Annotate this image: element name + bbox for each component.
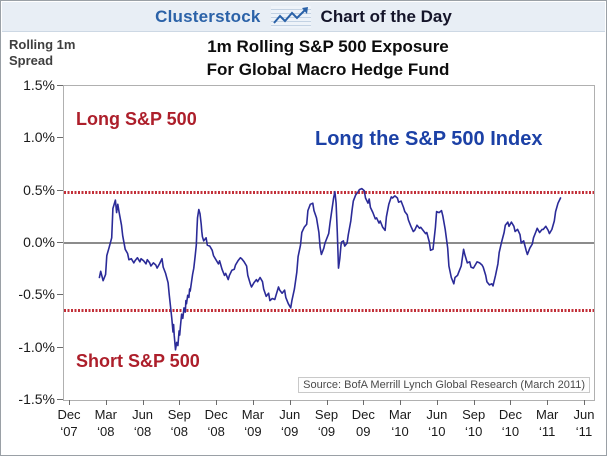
- y-axis-unit-label: Rolling 1m Spread: [9, 37, 75, 69]
- y-tick-mark: [57, 137, 63, 139]
- x-tick-mark: [510, 400, 512, 405]
- x-tick-label: Dec ‘10: [498, 407, 522, 439]
- x-tick-mark: [142, 400, 144, 405]
- x-tick-mark: [216, 400, 218, 405]
- x-tick-label: Sep ‘08: [167, 407, 191, 439]
- strategy-annotation: Long the S&P 500 Index: [315, 128, 543, 150]
- x-tick-mark: [473, 400, 475, 405]
- x-tick-mark: [105, 400, 107, 405]
- y-tick-mark: [57, 189, 63, 191]
- x-tick-label: Mar ‘11: [536, 407, 559, 439]
- x-tick-label: Dec ‘08: [204, 407, 228, 439]
- y-tick-mark: [57, 294, 63, 296]
- header-title: Chart of the Day: [320, 6, 452, 26]
- lower-dotted-reference-line: [64, 308, 594, 312]
- x-tick-label: Mar ‘10: [388, 407, 412, 439]
- long-zone-annotation: Long S&P 500: [76, 109, 197, 129]
- zero-axis-line: [64, 242, 594, 244]
- y-tick-label: -1.0%: [18, 338, 55, 355]
- x-tick-label: Dec ‘07: [57, 407, 81, 439]
- y-tick-mark: [57, 399, 63, 400]
- x-tick-mark: [436, 400, 438, 405]
- x-tick-mark: [289, 400, 291, 405]
- x-tick-label: Mar ‘08: [94, 407, 117, 439]
- x-tick-label: Jun ‘08: [132, 407, 154, 439]
- spread-series-plot: [98, 187, 562, 351]
- y-axis-unit-line2: Spread: [9, 53, 54, 68]
- clusterstock-brand: Clusterstock: [155, 6, 261, 26]
- x-tick-mark: [400, 400, 402, 405]
- y-tick-label: 0.0%: [23, 234, 55, 250]
- plot-area: [63, 85, 595, 401]
- y-tick-mark: [57, 346, 63, 348]
- y-tick-label: 1.5%: [23, 76, 55, 93]
- y-tick-label: -1.5%: [18, 391, 55, 407]
- x-tick-mark: [179, 400, 181, 405]
- x-tick-label: Sep ‘09: [314, 407, 339, 439]
- x-tick-label: Dec 09: [351, 407, 375, 439]
- x-tick-mark: [584, 400, 585, 405]
- header-bar: Clusterstock Chart of the Day: [2, 2, 605, 32]
- chart-title: 1m Rolling S&P 500 Exposure For Global M…: [63, 35, 593, 81]
- x-tick-label: Sep ‘10: [462, 407, 486, 439]
- x-tick-label: Mar ‘09: [241, 407, 265, 439]
- x-tick-mark: [69, 400, 70, 405]
- x-tick-mark: [252, 400, 254, 405]
- line-chart-icon: [270, 5, 311, 28]
- short-zone-annotation: Short S&P 500: [76, 351, 200, 371]
- y-tick-label: -0.5%: [18, 286, 55, 303]
- y-tick-label: 0.5%: [23, 181, 55, 198]
- source-credit: Source: BofA Merrill Lynch Global Resear…: [298, 377, 590, 393]
- y-tick-mark: [57, 242, 63, 243]
- y-tick-mark: [57, 84, 63, 86]
- x-tick-mark: [363, 400, 365, 405]
- chart-title-line1: 1m Rolling S&P 500 Exposure: [207, 37, 449, 56]
- x-tick-label: Jun ‘10: [426, 407, 448, 439]
- spread-series-line: [98, 187, 562, 351]
- x-tick-mark: [326, 400, 328, 405]
- y-tick-label: 1.0%: [23, 129, 55, 146]
- x-tick-label: Jun ‘11: [573, 407, 595, 439]
- y-axis-unit-line1: Rolling 1m: [9, 37, 76, 52]
- chart-title-line2: For Global Macro Hedge Fund: [206, 60, 450, 79]
- x-tick-mark: [547, 400, 549, 405]
- x-tick-label: Jun ‘09: [279, 407, 301, 439]
- upper-dotted-reference-line: [64, 190, 594, 194]
